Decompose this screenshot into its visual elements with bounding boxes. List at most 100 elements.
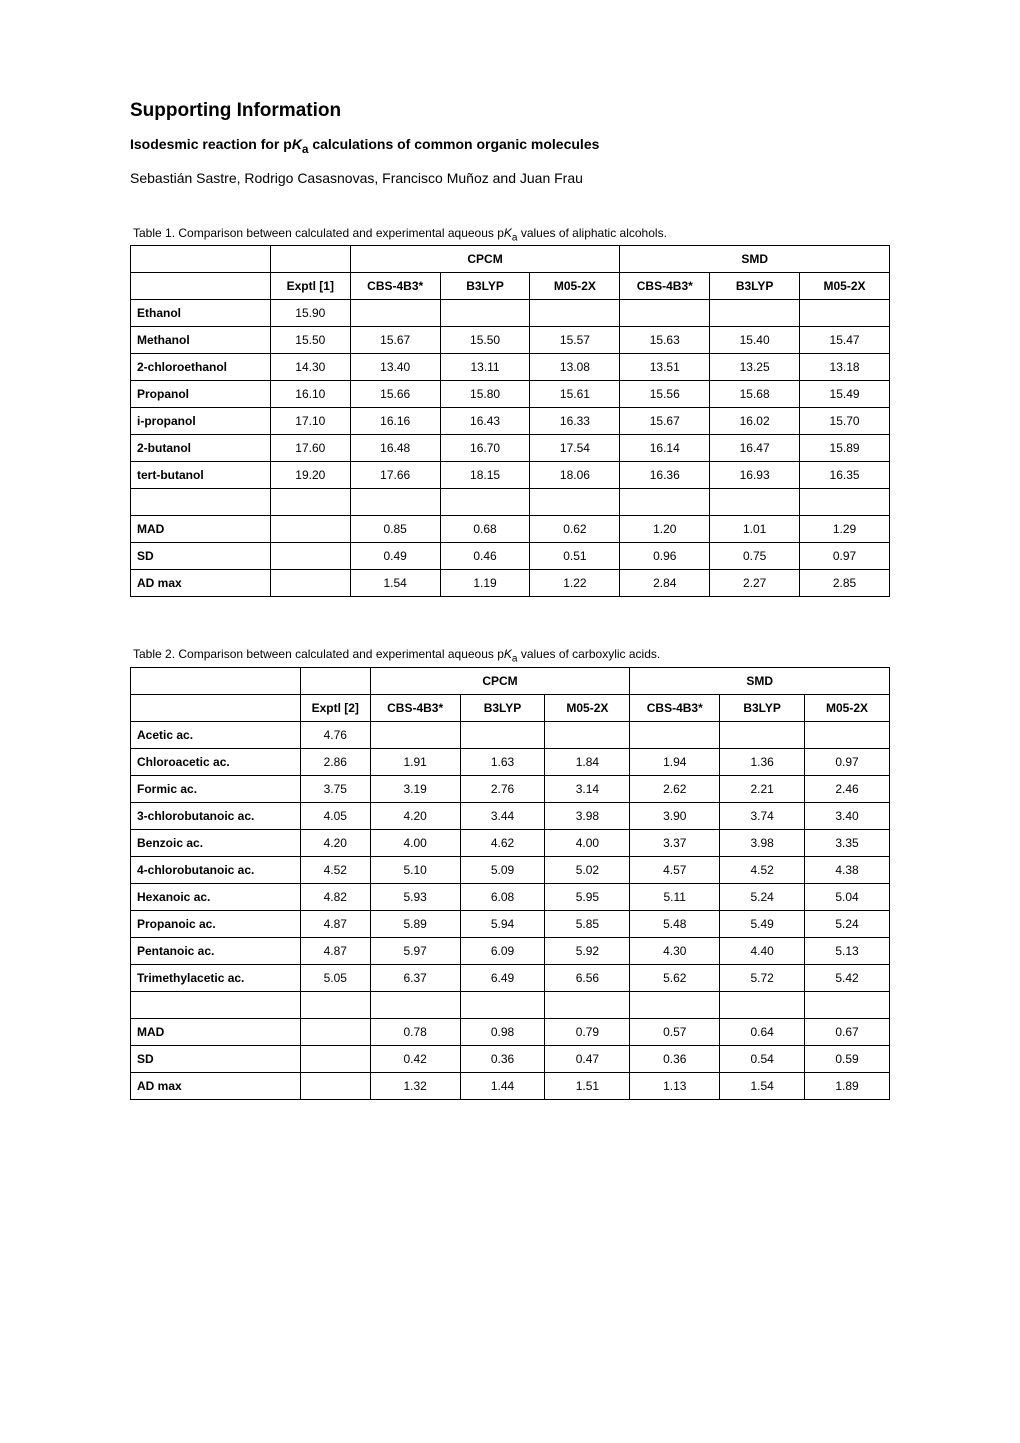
row-name: Hexanoic ac. xyxy=(131,883,301,910)
row-name: i-propanol xyxy=(131,408,271,435)
cell-smd-cbs xyxy=(620,300,710,327)
stat-exptl xyxy=(300,1072,370,1099)
cell-smd-m052x: 15.47 xyxy=(800,327,890,354)
cell-cpcm-b3lyp: 3.44 xyxy=(460,802,545,829)
stat-smd-b3lyp: 0.64 xyxy=(720,1018,805,1045)
cell-smd-cbs: 1.94 xyxy=(630,748,720,775)
cell-smd-cbs: 13.51 xyxy=(620,354,710,381)
table-row: i-propanol17.1016.1616.4316.3315.6716.02… xyxy=(131,408,890,435)
stat-smd-cbs: 0.57 xyxy=(630,1018,720,1045)
t2-col-cbs-1: CBS-4B3* xyxy=(370,694,460,721)
cell-cpcm-cbs: 16.16 xyxy=(350,408,440,435)
cell-cpcm-cbs xyxy=(350,300,440,327)
cell-smd-b3lyp: 16.47 xyxy=(710,435,800,462)
cell-exptl: 4.82 xyxy=(300,883,370,910)
stat-cpcm-cbs: 0.49 xyxy=(350,543,440,570)
stat-cpcm-m052x: 0.51 xyxy=(530,543,620,570)
cell-cpcm-cbs: 4.20 xyxy=(370,802,460,829)
cell-cpcm-cbs: 1.91 xyxy=(370,748,460,775)
cell-smd-m052x xyxy=(805,721,890,748)
cell-smd-b3lyp: 1.36 xyxy=(720,748,805,775)
stat-exptl xyxy=(270,543,350,570)
cell-cpcm-m052x xyxy=(530,300,620,327)
stat-smd-b3lyp: 1.01 xyxy=(710,516,800,543)
cell-exptl: 15.90 xyxy=(270,300,350,327)
stat-cpcm-b3lyp: 0.36 xyxy=(460,1045,545,1072)
subtitle-suffix: calculations of common organic molecules xyxy=(308,136,599,152)
cell-cpcm-cbs: 17.66 xyxy=(350,462,440,489)
cell-smd-b3lyp: 3.74 xyxy=(720,802,805,829)
cell-cpcm-m052x: 13.08 xyxy=(530,354,620,381)
cell-cpcm-m052x: 15.61 xyxy=(530,381,620,408)
row-name: Trimethylacetic ac. xyxy=(131,964,301,991)
cell-smd-b3lyp: 4.40 xyxy=(720,937,805,964)
stat-name: SD xyxy=(131,1045,301,1072)
stat-smd-m052x: 1.29 xyxy=(800,516,890,543)
cell-cpcm-b3lyp: 4.62 xyxy=(460,829,545,856)
cell-exptl: 4.05 xyxy=(300,802,370,829)
table-row: 2-butanol17.6016.4816.7017.5416.1416.471… xyxy=(131,435,890,462)
cell-smd-cbs: 5.62 xyxy=(630,964,720,991)
stat-row: SD0.420.360.470.360.540.59 xyxy=(131,1045,890,1072)
stat-smd-m052x: 1.89 xyxy=(805,1072,890,1099)
stat-name: SD xyxy=(131,543,271,570)
table-row: 2-chloroethanol14.3013.4013.1113.0813.51… xyxy=(131,354,890,381)
stat-smd-m052x: 0.67 xyxy=(805,1018,890,1045)
cell-exptl: 4.52 xyxy=(300,856,370,883)
stat-cpcm-b3lyp: 0.46 xyxy=(440,543,530,570)
cell-smd-m052x: 5.13 xyxy=(805,937,890,964)
row-name: Pentanoic ac. xyxy=(131,937,301,964)
spacer-row xyxy=(131,991,890,1018)
authors: Sebastián Sastre, Rodrigo Casasnovas, Fr… xyxy=(130,170,890,186)
cell-smd-cbs: 16.36 xyxy=(620,462,710,489)
stat-name: AD max xyxy=(131,1072,301,1099)
stat-smd-cbs: 0.36 xyxy=(630,1045,720,1072)
stat-exptl xyxy=(270,570,350,597)
cell-smd-cbs: 15.67 xyxy=(620,408,710,435)
cell-cpcm-cbs: 15.66 xyxy=(350,381,440,408)
t2-col-m052x-2: M05-2X xyxy=(805,694,890,721)
cell-smd-m052x: 5.04 xyxy=(805,883,890,910)
cell-cpcm-b3lyp: 6.49 xyxy=(460,964,545,991)
table2-caption: Table 2. Comparison between calculated a… xyxy=(133,647,890,664)
cell-smd-b3lyp: 4.52 xyxy=(720,856,805,883)
cell-smd-cbs: 4.30 xyxy=(630,937,720,964)
cell-exptl: 5.05 xyxy=(300,964,370,991)
t2-group-smd: SMD xyxy=(630,667,890,694)
cell-cpcm-m052x: 1.84 xyxy=(545,748,630,775)
cell-smd-cbs: 16.14 xyxy=(620,435,710,462)
cell-cpcm-b3lyp: 18.15 xyxy=(440,462,530,489)
row-name: 4-chlorobutanoic ac. xyxy=(131,856,301,883)
t1-col-cbs-2: CBS-4B3* xyxy=(620,273,710,300)
table-row: Propanol16.1015.6615.8015.6115.5615.6815… xyxy=(131,381,890,408)
cell-cpcm-b3lyp: 15.50 xyxy=(440,327,530,354)
t2-col-exptl: Exptl [2] xyxy=(300,694,370,721)
subtitle-prefix: Isodesmic reaction for p xyxy=(130,136,292,152)
row-name: 2-chloroethanol xyxy=(131,354,271,381)
table2: CPCM SMD Exptl [2] CBS-4B3* B3LYP M05-2X… xyxy=(130,667,890,1100)
t1-group-cpcm: CPCM xyxy=(350,246,620,273)
row-name: Ethanol xyxy=(131,300,271,327)
table-row: Chloroacetic ac.2.861.911.631.841.941.36… xyxy=(131,748,890,775)
cell-cpcm-m052x: 5.02 xyxy=(545,856,630,883)
stat-smd-b3lyp: 2.27 xyxy=(710,570,800,597)
cell-smd-cbs: 4.57 xyxy=(630,856,720,883)
stat-row: AD max1.321.441.511.131.541.89 xyxy=(131,1072,890,1099)
cell-cpcm-cbs xyxy=(370,721,460,748)
cell-cpcm-cbs: 5.97 xyxy=(370,937,460,964)
table-row: 4-chlorobutanoic ac.4.525.105.095.024.57… xyxy=(131,856,890,883)
stat-cpcm-cbs: 1.54 xyxy=(350,570,440,597)
subtitle-ka: K xyxy=(292,136,302,152)
t2-blank-3 xyxy=(131,694,301,721)
t1-blank-3 xyxy=(131,273,271,300)
table-row: Pentanoic ac.4.875.976.095.924.304.405.1… xyxy=(131,937,890,964)
cell-cpcm-b3lyp: 16.70 xyxy=(440,435,530,462)
t1-col-m052x-1: M05-2X xyxy=(530,273,620,300)
stat-smd-b3lyp: 0.75 xyxy=(710,543,800,570)
cell-cpcm-cbs: 13.40 xyxy=(350,354,440,381)
cell-smd-m052x: 13.18 xyxy=(800,354,890,381)
stat-exptl xyxy=(300,1018,370,1045)
table-row: Formic ac.3.753.192.763.142.622.212.46 xyxy=(131,775,890,802)
cell-smd-m052x: 3.35 xyxy=(805,829,890,856)
stat-cpcm-m052x: 1.51 xyxy=(545,1072,630,1099)
